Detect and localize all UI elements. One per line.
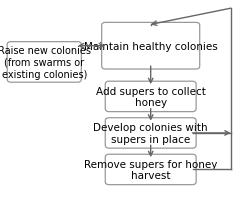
FancyBboxPatch shape [7,42,81,83]
Text: Remove supers for honey
harvest: Remove supers for honey harvest [84,159,217,180]
FancyBboxPatch shape [105,118,196,148]
Text: Raise new colonies
(from swarms or
existing colonies): Raise new colonies (from swarms or exist… [0,46,91,79]
FancyBboxPatch shape [105,154,196,185]
Text: Add supers to collect
honey: Add supers to collect honey [96,86,206,108]
FancyBboxPatch shape [105,82,196,112]
Text: Maintain healthy colonies: Maintain healthy colonies [84,41,218,52]
FancyBboxPatch shape [102,23,200,70]
Text: Develop colonies with
supers in place: Develop colonies with supers in place [93,123,208,144]
